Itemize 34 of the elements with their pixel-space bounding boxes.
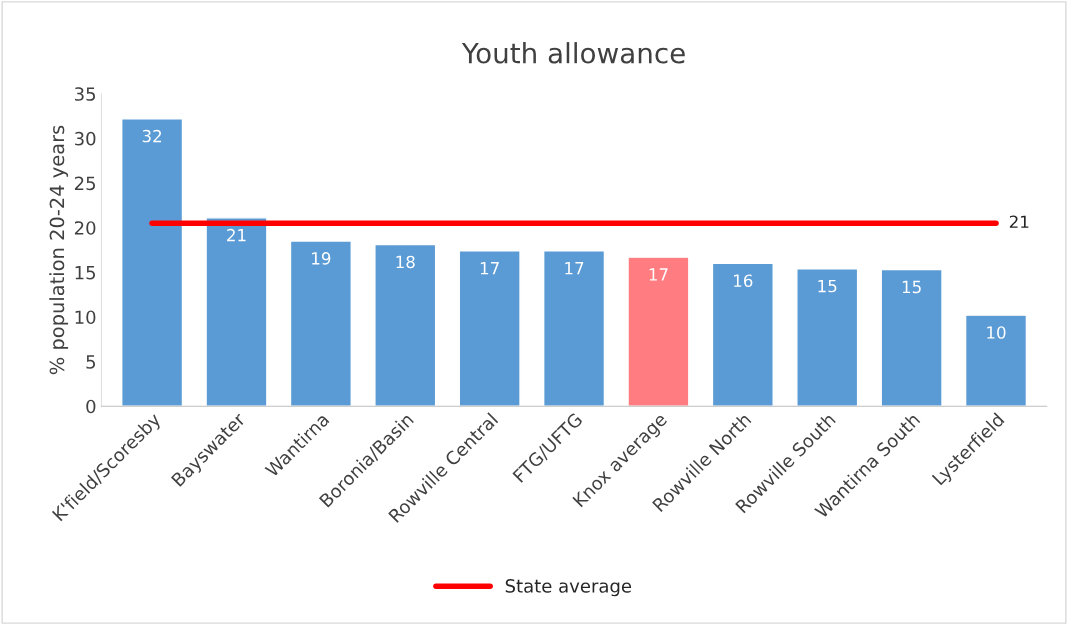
- y-tick-label: 35: [75, 87, 96, 101]
- y-tick-label: 0: [86, 399, 96, 414]
- data-label: 19: [312, 252, 331, 265]
- bar: [542, 250, 606, 407]
- y-tick-label: 5: [86, 355, 96, 369]
- data-label: 15: [902, 280, 921, 294]
- bar: [374, 243, 437, 407]
- data-label: 17: [480, 262, 499, 275]
- data-label: 18: [396, 255, 415, 269]
- bar: [627, 256, 690, 407]
- bar: [289, 240, 352, 407]
- data-label: 16: [734, 274, 753, 288]
- y-axis-title: % population 20-24 years: [49, 125, 69, 375]
- bar: [711, 262, 774, 407]
- y-tick-label: 15: [75, 266, 96, 280]
- chart-title: Youth allowance: [461, 42, 685, 64]
- data-label: 10: [987, 326, 1006, 339]
- bar: [121, 118, 184, 407]
- bar: [205, 217, 268, 407]
- y-tick-label: 25: [74, 176, 96, 191]
- data-label: 15: [818, 279, 837, 293]
- y-tick-label: 20: [74, 221, 96, 235]
- bar: [880, 268, 943, 407]
- data-label: 21: [1009, 215, 1029, 228]
- bar: [796, 268, 859, 407]
- data-label: 17: [565, 262, 584, 275]
- y-tick-label: 10: [75, 310, 96, 325]
- legend-label: State average: [505, 579, 632, 597]
- bar: [964, 314, 1028, 407]
- data-label: 17: [649, 268, 668, 281]
- bar: [458, 250, 521, 407]
- data-label: 32: [142, 129, 162, 143]
- y-tick-label: 30: [75, 131, 96, 146]
- data-label: 21: [227, 228, 246, 242]
